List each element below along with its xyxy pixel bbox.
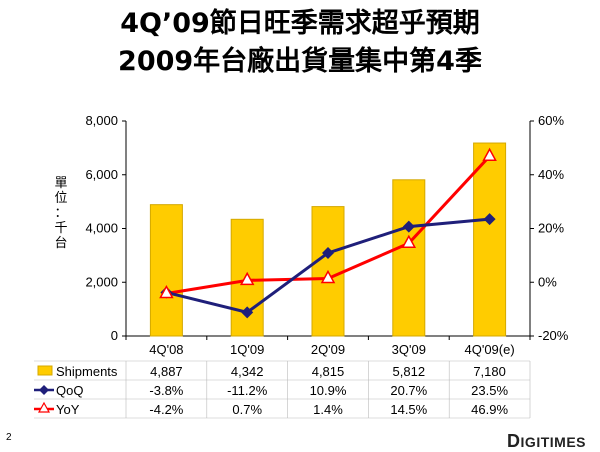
y-axis-label-char: 台 [54,236,68,251]
y-axis-label-char: 單 [54,176,68,191]
qoq-point [322,246,334,259]
legend-label: Shipments [56,364,118,379]
table-cell: 14.5% [390,402,427,417]
x-category-label: 4Q'08 [149,342,183,357]
y2-tick-label: 40% [538,167,564,182]
table-cell: 10.9% [310,383,347,398]
table-cell: 7,180 [473,364,506,379]
bar-shipments [149,204,183,337]
legend-key-shipments [37,365,53,376]
table-cell: -3.8% [149,383,183,398]
table-cell: 20.7% [390,383,427,398]
title-line-2: 2009年台廠出貨量集中第4季 [118,46,482,77]
table-cell: 23.5% [471,383,508,398]
table-cell: 5,812 [393,364,426,379]
table-cell: 46.9% [471,402,508,417]
table-cell: 4,815 [312,364,345,379]
table-cell: 4,887 [150,364,183,379]
yoy-point [482,147,497,161]
title-line-1: 4Q’09節日旺季需求超乎預期 [120,8,480,39]
y-axis-label-char: 位 [54,191,68,206]
page-number: 2 [6,432,12,443]
yoy-point [320,269,336,284]
x-category-label: 3Q'09 [392,342,426,357]
x-category-label: 1Q'09 [230,342,264,357]
x-category-label: 2Q'09 [311,342,345,357]
legend-label: YoY [56,402,80,417]
table-cell: -11.2% [227,383,268,398]
y-axis-label-char: 千 [54,221,68,236]
y2-tick-label: -20% [538,328,569,343]
yoy-point [401,234,417,249]
y-tick-label: 6,000 [85,167,118,182]
yoy-point [239,271,255,286]
legend-label: QoQ [56,383,83,398]
y-tick-label: 2,000 [85,274,118,289]
digitimes-logo: DIGITIMES [507,431,586,451]
table-cell: 4,342 [231,364,264,379]
bar-shipments [392,179,426,337]
y-tick-label: 0 [111,328,118,343]
table-cell: 0.7% [232,402,262,417]
table-cell: 1.4% [313,402,343,417]
table-cell: -4.2% [149,402,183,417]
yoy-point [159,284,174,299]
y2-tick-label: 60% [538,113,564,128]
y-tick-label: 8,000 [85,113,118,128]
legend-key-qoq-marker [39,385,49,395]
y2-tick-label: 20% [538,221,564,236]
qoq-point [402,220,415,233]
qoq-point [483,213,496,226]
x-category-label: 4Q'09(e) [465,342,515,357]
y-tick-label: 4,000 [85,221,118,236]
y2-tick-label: 0% [538,274,557,289]
qoq-point [241,306,254,319]
bar-shipments [473,142,507,337]
legend-key-yoy-marker [37,401,51,413]
y-axis-label: 單 位 ： 千 台 [54,176,68,251]
y-axis-label-char: ： [54,206,68,221]
